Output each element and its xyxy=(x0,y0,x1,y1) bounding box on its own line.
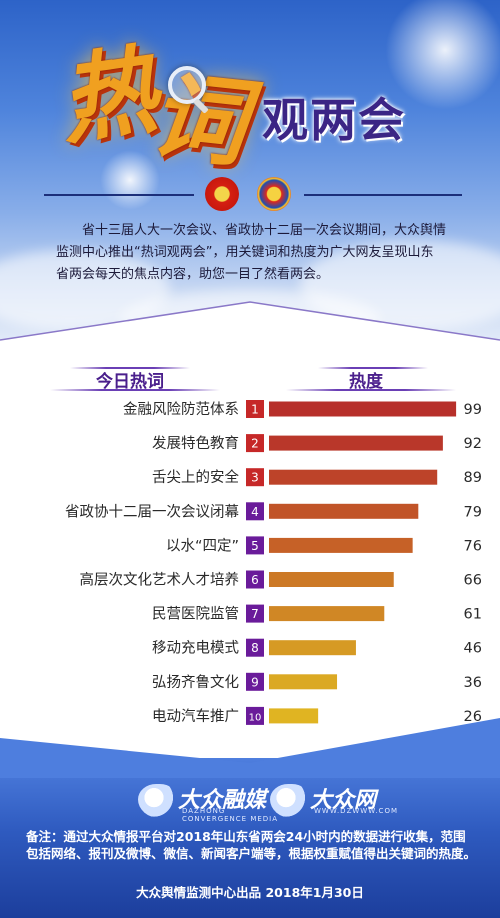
rank-badge xyxy=(246,604,264,623)
category-label: 金融风险防范体系 xyxy=(123,401,239,418)
data-value-label: 99 xyxy=(464,402,482,418)
data-bar xyxy=(269,606,385,622)
column-header-line xyxy=(50,389,220,391)
data-source-note: 备注：通过大众情报平台对2018年山东省两会24小时内的数据进行收集，范围包括网… xyxy=(26,829,477,861)
npc-emblem-icon xyxy=(205,177,239,211)
rank-badge xyxy=(246,468,264,487)
brand-subtitle: DAZHONG CONVERGENCE MEDIA xyxy=(182,807,278,823)
rank-badge xyxy=(246,672,264,691)
column-header-term: 今日热词 xyxy=(96,372,164,392)
column-header-line xyxy=(318,367,428,369)
data-value-label: 89 xyxy=(464,470,482,486)
divider-line xyxy=(44,194,194,196)
rank-number: 8 xyxy=(251,641,259,655)
data-value-label: 36 xyxy=(464,675,482,691)
column-header-line xyxy=(286,389,456,391)
category-label: 民营医院监管 xyxy=(152,606,239,623)
header-wave xyxy=(0,301,500,370)
data-bar xyxy=(269,537,413,553)
wing-logo-icon xyxy=(138,784,178,818)
rank-number: 5 xyxy=(251,539,259,553)
dazhong-convergence-media-logo: 大众融媒 DAZHONG CONVERGENCE MEDIA xyxy=(138,780,277,824)
data-bar xyxy=(269,674,338,690)
data-value-label: 61 xyxy=(464,607,482,623)
footer-wave xyxy=(0,718,500,778)
category-label: 高层次文化艺术人才培养 xyxy=(80,572,240,589)
light-flare xyxy=(385,0,500,110)
divider-line xyxy=(304,194,462,196)
rank-badge xyxy=(246,570,264,589)
category-label: 省政协十二届一次会议闭幕 xyxy=(65,503,239,520)
rank-badge xyxy=(246,502,264,521)
brand-url: WWW.DZWWW.COM xyxy=(314,807,398,815)
data-value-label: 26 xyxy=(464,709,482,725)
data-value-label: 66 xyxy=(464,573,482,589)
light-flare xyxy=(100,150,160,210)
rank-badge xyxy=(246,536,264,555)
category-label: 以水“四定” xyxy=(166,537,239,554)
data-bar xyxy=(269,503,419,519)
rank-badge xyxy=(246,400,264,418)
rank-number: 10 xyxy=(249,712,262,723)
data-bar xyxy=(269,640,356,656)
brand-subtitle-line: CONVERGENCE MEDIA xyxy=(182,815,279,823)
category-label: 发展特色教育 xyxy=(152,435,239,452)
rank-number: 9 xyxy=(251,675,259,689)
rank-number: 1 xyxy=(251,403,259,417)
category-label: 电动汽车推广 xyxy=(152,708,239,725)
magnifier-icon xyxy=(168,66,206,104)
rank-number: 3 xyxy=(251,471,259,485)
data-value-label: 46 xyxy=(464,641,482,657)
column-header-heat: 热度 xyxy=(349,372,383,392)
logo-word-hot: 热 xyxy=(52,32,164,159)
data-value-label: 79 xyxy=(464,504,482,520)
swirl-logo-icon xyxy=(270,784,310,818)
brand-subtitle-line: DAZHONG xyxy=(182,807,226,815)
intro-text: 省十三届人大一次会议、省政协十二届一次会议期间，大众舆情监测中心推出“热词观两会… xyxy=(56,223,447,282)
rank-number: 4 xyxy=(251,505,259,519)
cppcc-emblem-icon xyxy=(257,177,291,211)
rank-number: 6 xyxy=(251,573,259,587)
rank-badge xyxy=(246,638,264,657)
page-title: 观两会 xyxy=(262,93,406,147)
footer-banner: 大众融媒 DAZHONG CONVERGENCE MEDIA 大众网 WWW.D… xyxy=(0,718,500,918)
header-banner: 热 词 观两会 省十三届人大一次会议、省政协十二届一次会议期间，大众舆情监测中心… xyxy=(0,0,500,370)
rank-number: 7 xyxy=(251,607,259,621)
rank-number: 2 xyxy=(251,437,259,451)
category-label: 弘扬齐鲁文化 xyxy=(152,674,239,691)
rank-badge xyxy=(246,706,264,725)
data-value-label: 76 xyxy=(464,538,482,554)
column-header-line xyxy=(70,367,190,369)
data-value-label: 92 xyxy=(464,436,482,452)
rank-badge xyxy=(246,434,264,453)
data-bar xyxy=(269,708,319,724)
data-bar xyxy=(269,401,457,417)
brand-name: 大众网 xyxy=(310,787,377,813)
data-bar xyxy=(269,572,394,587)
category-label: 移动充电模式 xyxy=(152,640,239,657)
brand-name: 大众融媒 xyxy=(178,787,267,813)
data-bar xyxy=(269,435,443,451)
credit-line: 大众舆情监测中心出品 2018年1月30日 xyxy=(136,885,364,900)
category-label: 舌尖上的安全 xyxy=(152,468,239,486)
dzwww-logo: 大众网 WWW.DZWWW.COM xyxy=(270,780,398,824)
data-bar xyxy=(269,469,438,485)
